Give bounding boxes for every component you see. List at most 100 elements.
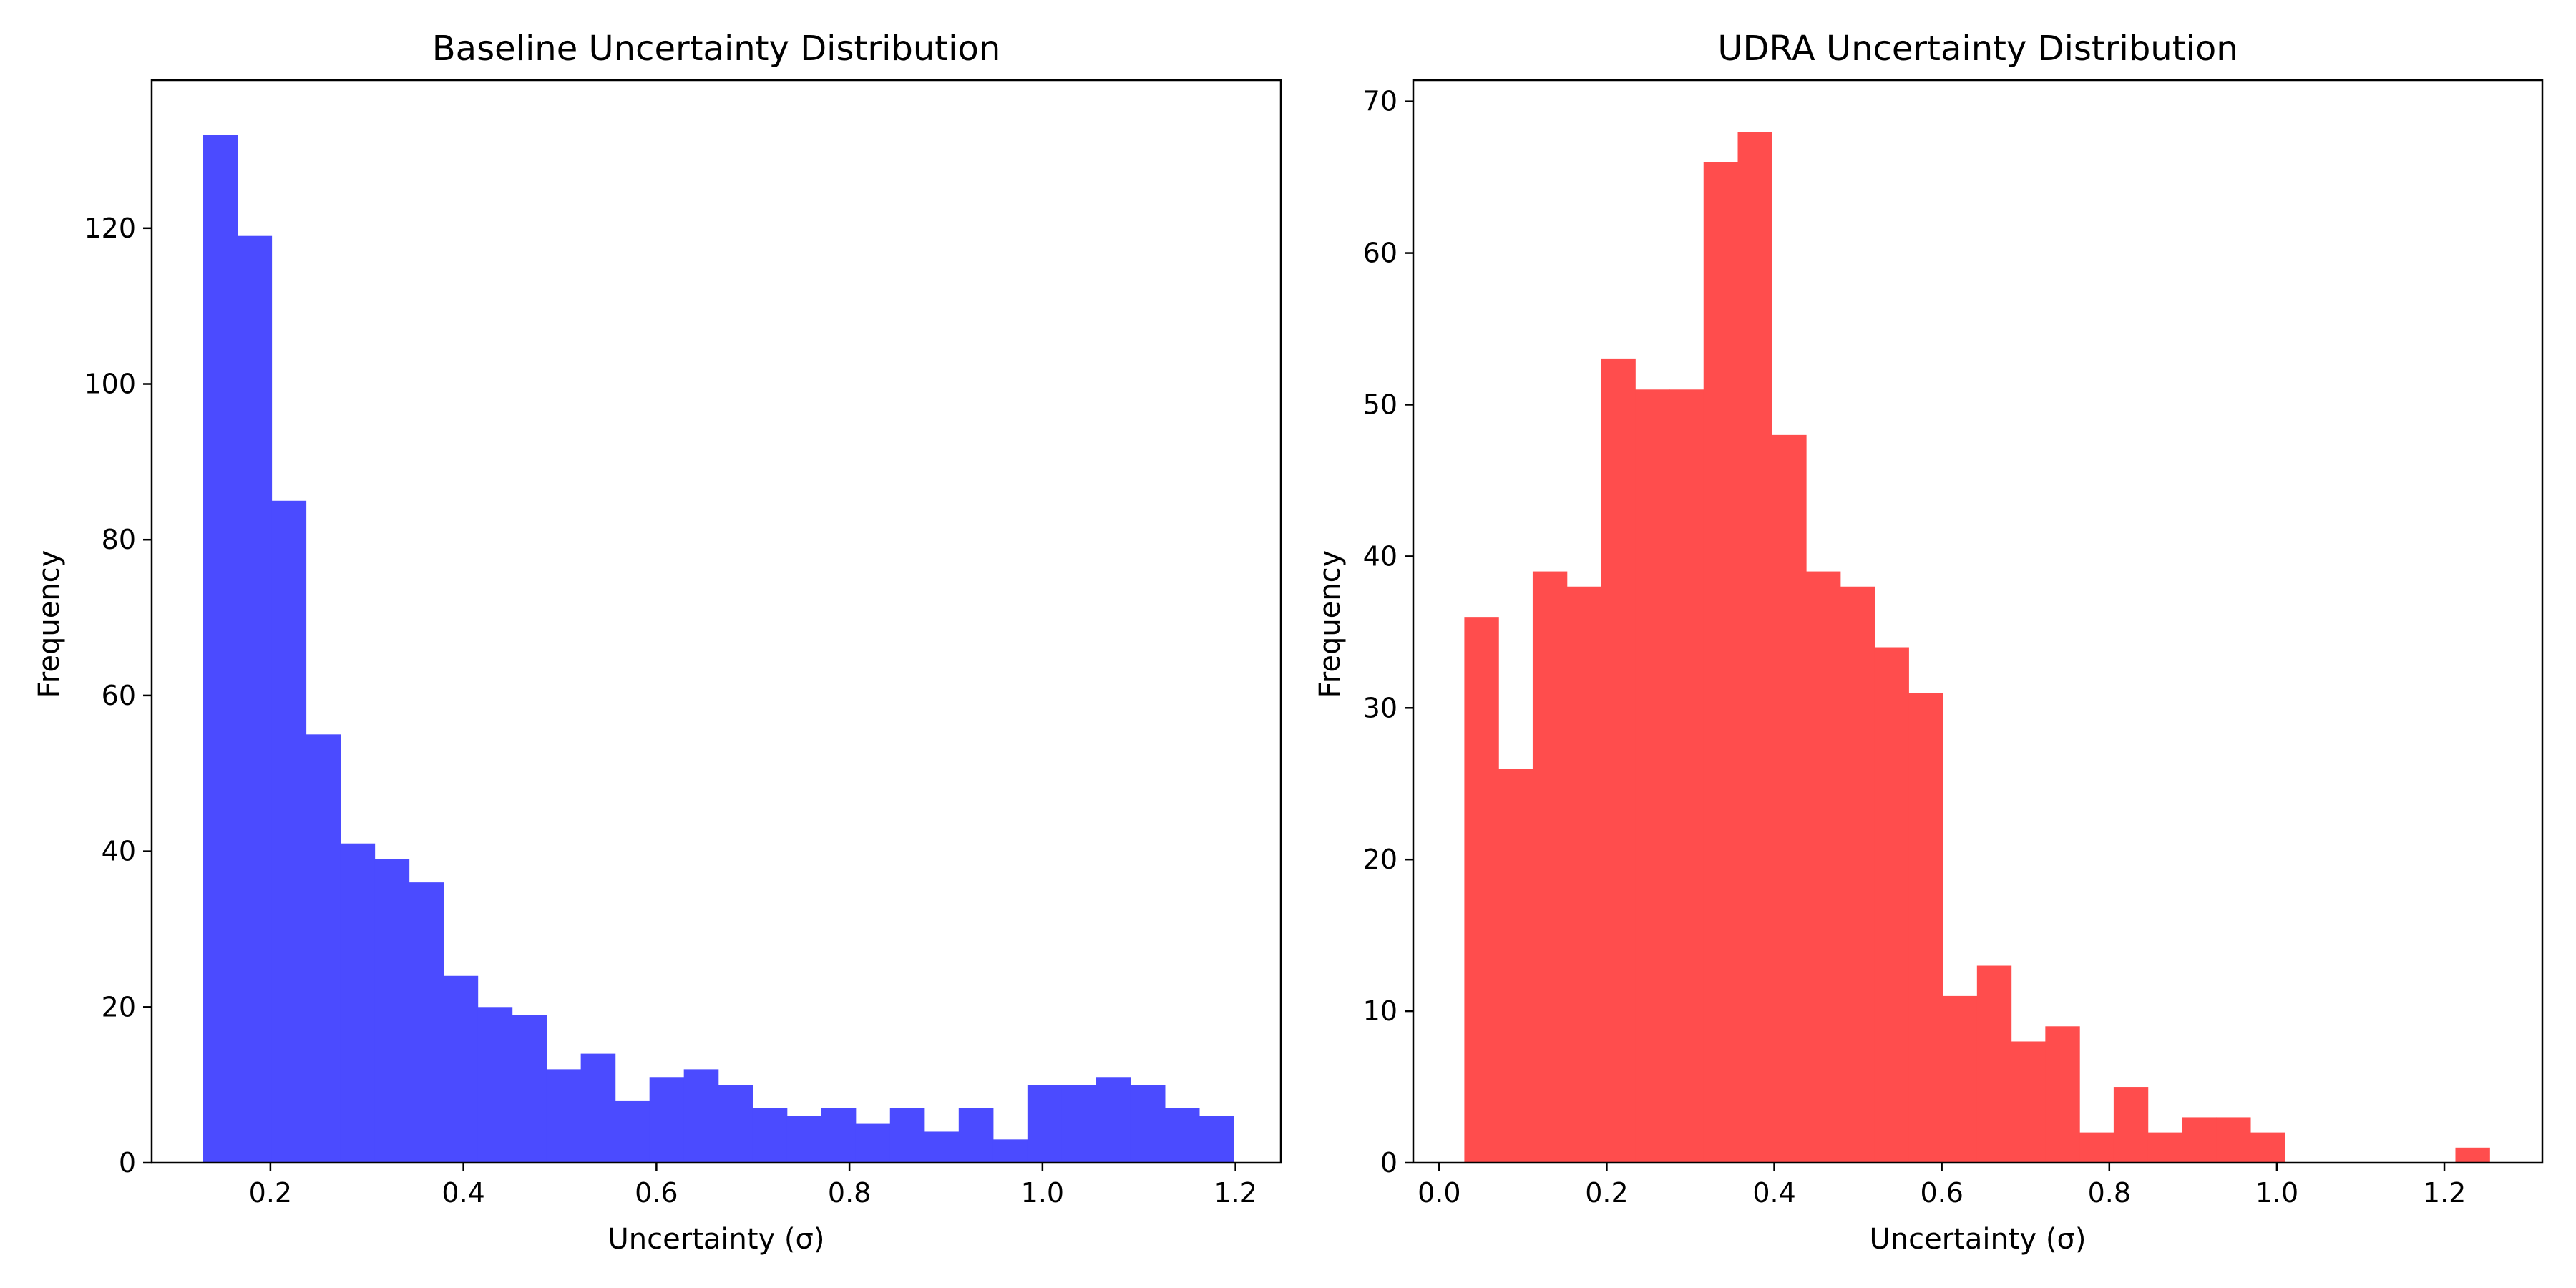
udra-x-tick-label: 1.0 — [2255, 1177, 2298, 1209]
baseline-histogram-bar — [580, 1053, 616, 1163]
udra-histogram-bar — [2182, 1117, 2217, 1163]
udra-histogram-bar — [1635, 389, 1670, 1163]
baseline-y-axis-label: Frequency — [33, 550, 66, 698]
baseline-histogram-bar — [374, 859, 410, 1163]
udra-histogram-bar — [2250, 1132, 2285, 1163]
baseline-x-ticks: 0.2 0.4 0.6 0.8 1.0 1.2 — [249, 1163, 1257, 1209]
baseline-x-tick-label: 0.4 — [441, 1177, 484, 1209]
baseline-y-tick-label: 40 — [102, 836, 136, 867]
udra-histogram-bar — [1840, 586, 1875, 1163]
baseline-axes-frame — [150, 79, 1282, 1164]
udra-x-tick-label: 0.4 — [1752, 1177, 1795, 1209]
baseline-histogram-bar — [889, 1108, 925, 1163]
udra-histogram-bar — [1908, 693, 1943, 1163]
baseline-histogram-bar — [958, 1108, 994, 1163]
baseline-chart-panel: Baseline Uncertainty Distribution Uncert… — [33, 29, 1282, 1256]
udra-histogram-bar — [1976, 965, 2012, 1163]
baseline-histogram-bar — [1027, 1085, 1063, 1163]
baseline-chart-title: Baseline Uncertainty Distribution — [432, 29, 1000, 69]
udra-y-tick-label: 60 — [1363, 238, 1397, 269]
udra-y-tick-label: 10 — [1363, 995, 1397, 1027]
udra-y-tick-label: 20 — [1363, 844, 1397, 875]
baseline-x-tick-label: 1.2 — [1214, 1177, 1257, 1209]
udra-histogram-bar — [1601, 358, 1636, 1163]
udra-y-tick-label: 50 — [1363, 389, 1397, 420]
udra-histogram-bar — [1874, 647, 1909, 1163]
udra-y-axis-label: Frequency — [1314, 550, 1347, 698]
baseline-y-tick-label: 120 — [84, 213, 136, 244]
baseline-y-tick-label: 80 — [102, 524, 136, 555]
baseline-x-tick-label: 1.0 — [1021, 1177, 1064, 1209]
baseline-histogram-bar — [1130, 1085, 1166, 1163]
baseline-histogram-bar — [477, 1007, 513, 1163]
baseline-histogram-bar — [409, 882, 444, 1163]
baseline-histogram-bar — [855, 1123, 891, 1163]
baseline-histogram-bar — [615, 1100, 650, 1163]
udra-x-tick-label: 0.2 — [1585, 1177, 1628, 1209]
baseline-histogram-bar — [683, 1069, 719, 1163]
baseline-y-tick-label: 100 — [84, 369, 136, 400]
baseline-histogram-bar — [203, 135, 238, 1163]
baseline-histogram-bar — [1061, 1085, 1097, 1163]
udra-x-tick-label: 1.2 — [2423, 1177, 2466, 1209]
baseline-histogram-bar — [512, 1015, 547, 1163]
baseline-bars — [203, 135, 1234, 1163]
baseline-y-tick-label: 0 — [119, 1147, 136, 1179]
udra-histogram-bar — [1737, 132, 1772, 1163]
udra-x-tick-label: 0.8 — [2088, 1177, 2131, 1209]
udra-x-axis-label: Uncertainty (σ) — [1870, 1223, 2087, 1256]
udra-axes-frame — [1412, 79, 2544, 1164]
baseline-histogram-bar — [821, 1108, 857, 1163]
baseline-histogram-bar — [752, 1108, 788, 1163]
baseline-histogram-bar — [1199, 1116, 1234, 1163]
baseline-histogram-bar — [1096, 1077, 1131, 1163]
baseline-histogram-bar — [924, 1131, 960, 1163]
udra-histogram-bar — [2113, 1087, 2149, 1163]
udra-y-tick-label: 70 — [1363, 86, 1397, 117]
baseline-y-ticks: 0 20 40 60 80 100 120 — [84, 213, 152, 1179]
udra-y-ticks: 0 10 20 30 40 50 60 70 — [1363, 86, 1413, 1179]
udra-histogram-bar — [1703, 162, 1739, 1163]
udra-y-tick-label: 30 — [1363, 692, 1397, 723]
udra-histogram-bar — [2045, 1026, 2080, 1163]
baseline-histogram-bar — [306, 734, 341, 1163]
baseline-x-tick-label: 0.8 — [828, 1177, 871, 1209]
baseline-histogram-bar — [1164, 1108, 1200, 1163]
baseline-histogram-bar — [237, 235, 273, 1163]
udra-histogram-bar — [2147, 1132, 2182, 1163]
baseline-histogram-bar — [649, 1077, 685, 1163]
udra-histogram-bar — [1943, 995, 1978, 1163]
baseline-histogram-bar — [546, 1069, 582, 1163]
baseline-x-axis-label: Uncertainty (σ) — [608, 1223, 825, 1256]
udra-chart-panel: UDRA Uncertainty Distribution Uncertaint… — [1314, 29, 2544, 1256]
baseline-x-tick-label: 0.2 — [249, 1177, 292, 1209]
udra-bars — [1464, 132, 2490, 1163]
baseline-x-tick-label: 0.6 — [635, 1177, 678, 1209]
udra-histogram-bar — [2079, 1132, 2114, 1163]
udra-x-tick-label: 0.6 — [1920, 1177, 1963, 1209]
udra-histogram-bar — [1464, 617, 1499, 1163]
udra-histogram-bar — [1498, 769, 1533, 1163]
baseline-histogram-bar — [992, 1139, 1028, 1163]
baseline-histogram-bar — [443, 975, 479, 1163]
baseline-histogram-bar — [786, 1116, 822, 1163]
udra-chart-title: UDRA Uncertainty Distribution — [1717, 29, 2238, 69]
udra-y-tick-label: 40 — [1363, 540, 1397, 572]
udra-histogram-bar — [2455, 1147, 2490, 1163]
udra-x-tick-label: 0.0 — [1418, 1177, 1460, 1209]
udra-histogram-bar — [1532, 571, 1568, 1163]
baseline-histogram-bar — [271, 500, 307, 1163]
baseline-histogram-bar — [340, 843, 376, 1163]
udra-x-ticks: 0.0 0.2 0.4 0.6 0.8 1.0 1.2 — [1418, 1163, 2466, 1209]
udra-histogram-bar — [1669, 389, 1704, 1163]
udra-histogram-bar — [1806, 571, 1841, 1163]
udra-y-tick-label: 0 — [1380, 1147, 1397, 1179]
udra-histogram-bar — [1566, 586, 1602, 1163]
baseline-y-tick-label: 60 — [102, 680, 136, 711]
udra-histogram-bar — [1772, 434, 1807, 1163]
baseline-histogram-bar — [718, 1085, 753, 1163]
baseline-y-tick-label: 20 — [102, 991, 136, 1023]
udra-histogram-bar — [2216, 1117, 2251, 1163]
udra-histogram-bar — [2011, 1041, 2046, 1163]
